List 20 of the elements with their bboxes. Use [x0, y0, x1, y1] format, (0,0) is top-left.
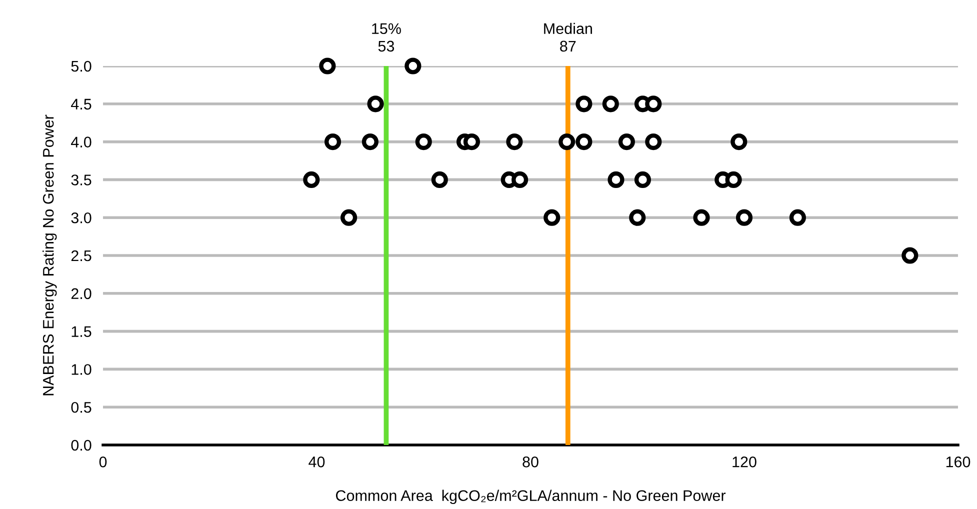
x-tick-label: 120 [732, 456, 756, 468]
y-tick-label: 4.5 [71, 98, 92, 110]
x-axis-title: Common Area kgCO₂e/m²GLA/annum - No Green Power [336, 490, 726, 504]
y-tick-label: 1.5 [72, 326, 92, 337]
y-tick-label: 1.0 [72, 364, 92, 375]
y-tick-label: 3.5 [71, 174, 92, 186]
ref-line-label: 15% 53 [372, 23, 401, 52]
x-tick-label: 40 [308, 456, 325, 468]
y-tick-label: 5.0 [71, 60, 92, 72]
y-tick-label: 2.0 [71, 288, 92, 300]
y-axis-title: NABERS Energy Rating No Green Power [42, 114, 57, 396]
x-tick-label: 80 [522, 456, 538, 468]
y-tick-label: 3.0 [71, 212, 92, 224]
y-tick-label: 2.5 [71, 250, 92, 262]
ref-line-label: Median 87 [544, 22, 592, 52]
y-tick-label: 0.5 [71, 402, 92, 413]
x-tick-label: 0 [99, 456, 107, 468]
x-tick-label: 160 [946, 456, 970, 468]
y-tick-label: 4.0 [71, 136, 92, 148]
y-tick-label: 0.0 [71, 440, 92, 451]
